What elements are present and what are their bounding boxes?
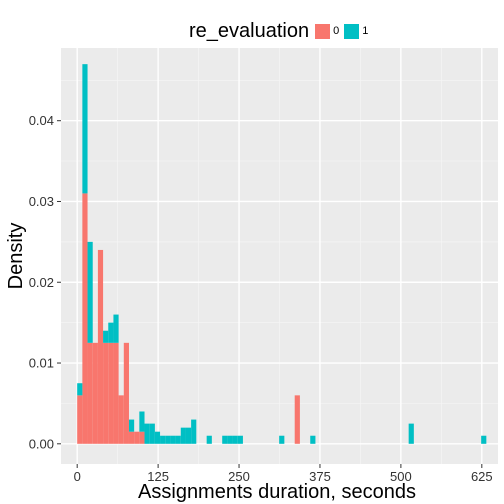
histogram-bar-series-1 [170, 435, 176, 444]
histogram-bar-series-1 [222, 435, 228, 444]
y-tick-label: 0.04 [29, 113, 54, 128]
legend-label-1: 1 [362, 25, 369, 37]
y-axis-title: Density [5, 223, 27, 290]
histogram-bar-series-1 [191, 419, 197, 444]
x-tick-label: 125 [147, 469, 169, 484]
y-tick-label: 0.00 [29, 436, 54, 451]
histogram-bar-series-0 [82, 193, 88, 444]
histogram-bar-series-1 [108, 322, 114, 343]
x-tick-label: 625 [471, 469, 493, 484]
minor-gridlines [61, 48, 498, 464]
histogram-bar-series-1 [87, 241, 93, 343]
legend-entry-1: 1 [344, 23, 369, 39]
y-tick-label: 0.02 [29, 275, 54, 290]
x-tick-label: 375 [309, 469, 331, 484]
x-tick-label: 250 [228, 469, 250, 484]
histogram-bar-series-1 [232, 435, 238, 444]
y-axis: 0.00 0.01 0.02 0.03 0.04 [29, 113, 61, 451]
histogram-bar-series-1 [165, 435, 171, 444]
y-tick-label: 0.01 [29, 356, 54, 371]
histogram-bars [77, 64, 487, 444]
histogram-bar-series-0 [128, 431, 135, 444]
histogram-bar-series-0 [92, 342, 98, 444]
legend-label-0: 0 [333, 25, 340, 37]
legend-swatch-1 [344, 23, 360, 39]
x-tick-label: 0 [74, 469, 81, 484]
histogram-bar-series-1 [227, 435, 233, 444]
histogram-bar-series-1 [237, 435, 243, 444]
histogram-bar-series-1 [103, 330, 109, 343]
histogram-bar-series-0 [108, 342, 114, 444]
y-tick-label: 0.03 [29, 194, 54, 209]
histogram-bar-series-1 [408, 423, 414, 444]
histogram-bar-series-1 [128, 419, 135, 432]
histogram-bar-series-0 [294, 395, 300, 444]
histogram-bar-series-1 [160, 435, 166, 444]
legend-swatch-0 [315, 23, 331, 39]
histogram-bar-series-0 [113, 342, 119, 444]
legend: re_evaluation 0 1 [189, 16, 373, 46]
legend-entry-0: 0 [315, 23, 340, 39]
histogram-bar-series-1 [185, 427, 192, 444]
histogram-bar-series-1 [144, 423, 150, 444]
histogram-bar-series-1 [310, 435, 316, 444]
histogram-bar-series-1 [113, 314, 119, 343]
histogram-bar-series-0 [103, 342, 109, 444]
histogram-bar-series-0 [123, 342, 129, 444]
histogram-bar-series-1 [481, 435, 487, 444]
histogram-bar-series-0 [77, 395, 83, 444]
histogram-bar-series-1 [149, 423, 155, 444]
histogram-bar-series-1 [82, 64, 88, 194]
x-axis-title: Assignments duration, seconds [138, 481, 416, 503]
histogram-bar-series-1 [180, 427, 186, 444]
x-tick-label: 500 [390, 469, 412, 484]
histogram-bar-series-0 [97, 249, 104, 444]
x-axis: 0 125 250 375 500 625 [74, 464, 493, 484]
histogram-bar-series-1 [175, 435, 181, 444]
histogram-bar-series-1 [154, 431, 161, 444]
histogram-bar-series-0 [118, 395, 124, 444]
histogram-bar-series-1 [139, 411, 145, 432]
legend-title: re_evaluation [189, 19, 310, 42]
histogram-bar-series-0 [134, 431, 140, 444]
histogram-bar-series-0 [87, 342, 93, 444]
histogram-bar-series-1 [77, 383, 83, 396]
histogram-bar-series-0 [139, 431, 145, 444]
histogram-bar-series-1 [206, 435, 212, 444]
histogram-bar-series-1 [279, 435, 285, 444]
